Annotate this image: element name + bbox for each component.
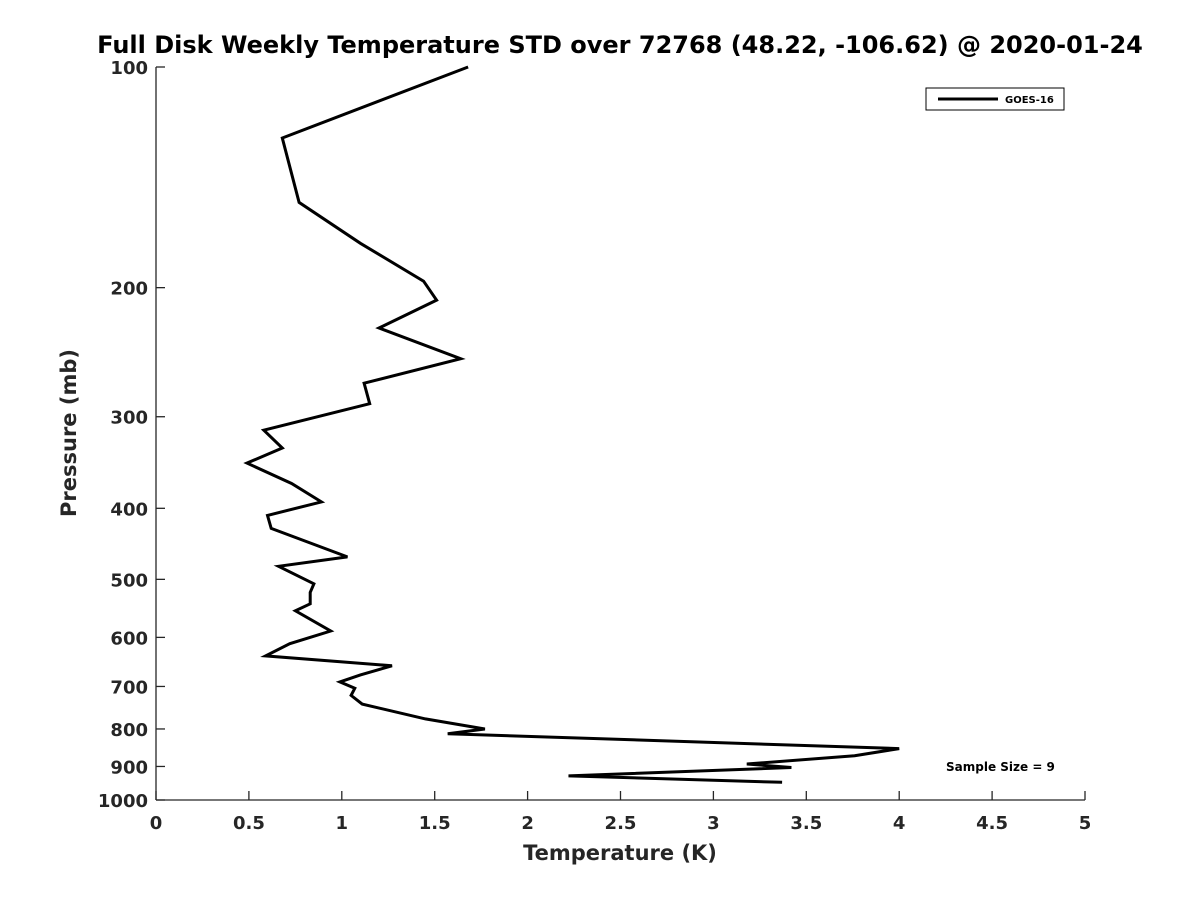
y-tick-label: 300 xyxy=(110,408,148,429)
legend: GOES-16 xyxy=(925,87,1065,111)
x-tick-label: 3.5 xyxy=(790,813,822,834)
legend-label: GOES-16 xyxy=(1005,95,1054,106)
y-tick-label: 900 xyxy=(110,757,148,778)
chart-title: Full Disk Weekly Temperature STD over 72… xyxy=(97,31,1143,59)
x-axis-label: Temperature (K) xyxy=(523,841,717,865)
y-tick-label: 400 xyxy=(110,499,148,520)
x-tick-label: 1.5 xyxy=(419,813,451,834)
x-tick-label: 4 xyxy=(893,813,906,834)
y-axis-ticks: 100 200 300 400 500 600 700 800 900 1000 xyxy=(98,58,165,812)
y-tick-label: 700 xyxy=(110,677,148,698)
x-tick-label: 0 xyxy=(150,813,163,834)
y-tick-label: 1000 xyxy=(98,791,148,812)
y-tick-label: 100 xyxy=(110,58,148,79)
x-tick-label: 3 xyxy=(707,813,720,834)
x-tick-label: 2 xyxy=(521,813,534,834)
y-tick-label: 600 xyxy=(110,628,148,649)
y-tick-label: 800 xyxy=(110,720,148,741)
sample-size-annotation: Sample Size = 9 xyxy=(946,760,1055,774)
x-tick-label: 0.5 xyxy=(233,813,265,834)
series-layer xyxy=(243,65,900,784)
x-tick-label: 2.5 xyxy=(605,813,637,834)
series-line-goes-16 xyxy=(243,65,900,784)
x-tick-label: 4.5 xyxy=(976,813,1008,834)
y-axis-label: Pressure (mb) xyxy=(57,349,81,517)
y-tick-label: 500 xyxy=(110,570,148,591)
x-tick-label: 5 xyxy=(1079,813,1092,834)
y-tick-label: 200 xyxy=(110,279,148,300)
x-tick-label: 1 xyxy=(336,813,349,834)
x-axis-ticks: 0 0.5 1 1.5 2 2.5 3 3.5 4 4.5 5 xyxy=(150,791,1092,834)
